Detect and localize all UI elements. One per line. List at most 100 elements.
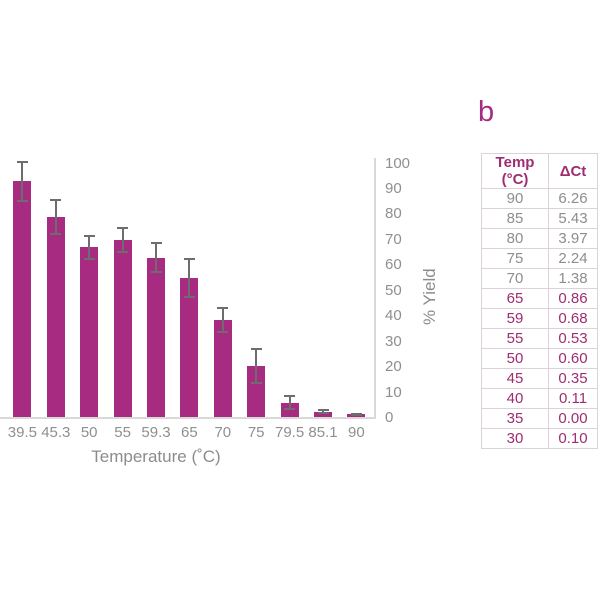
cell-dct: 0.68 — [548, 308, 598, 329]
cell-dct: 1.38 — [548, 268, 598, 289]
error-bar-cap — [50, 199, 62, 202]
error-bar-79.5 — [288, 395, 291, 411]
error-bar-75 — [255, 348, 258, 384]
bar-65 — [180, 278, 199, 418]
x-tick-label-70: 70 — [214, 424, 232, 441]
cell-dct: 0.00 — [548, 408, 598, 429]
cell-temp: 35 — [481, 408, 549, 429]
cell-temp: 30 — [481, 428, 549, 449]
panel-b-label: b — [478, 96, 495, 128]
table-row-70: 70 1.38 — [481, 268, 598, 289]
cell-dct: 2.24 — [548, 248, 598, 269]
y-tick-label-10: 10 — [385, 383, 402, 401]
x-tick-label-50: 50 — [80, 424, 98, 441]
table-row-40: 40 0.11 — [481, 388, 598, 409]
x-tick-label-55: 55 — [114, 424, 131, 441]
x-tick-label-39.5: 39.5 — [7, 424, 37, 441]
error-bar-59.3 — [155, 242, 157, 273]
error-bar-cap — [150, 270, 162, 273]
y-tick-label-100: 100 — [385, 154, 411, 172]
cell-dct: 6.26 — [548, 188, 598, 209]
cell-temp: 55 — [481, 328, 549, 349]
table-row-75: 75 2.24 — [481, 248, 598, 269]
cell-dct: 3.97 — [548, 228, 598, 249]
error-bar-cap — [350, 413, 362, 416]
bar-39.5 — [13, 181, 32, 418]
error-bar-cap — [183, 257, 195, 260]
error-bar-85.1 — [322, 409, 324, 415]
error-bar-cap — [250, 381, 262, 384]
cell-temp: 45 — [481, 368, 549, 389]
cell-dct: 5.43 — [548, 208, 598, 229]
clipped-axis-label: 5 — [0, 424, 4, 441]
dct-table-header: Temp (°C) ΔCt — [481, 153, 598, 189]
table-row-90: 90 6.26 — [481, 188, 598, 209]
error-bar-45.3 — [54, 199, 57, 235]
y-tick-label-30: 30 — [385, 332, 402, 350]
table-row-65: 65 0.86 — [481, 288, 598, 309]
y-tick-label-0: 0 — [385, 409, 394, 426]
error-bar-cap — [317, 409, 329, 412]
error-bar-cap — [284, 408, 296, 411]
y-tick-label-80: 80 — [385, 205, 402, 223]
error-bar-cap — [50, 232, 62, 235]
error-bar-65 — [188, 257, 191, 299]
bar-70 — [213, 320, 232, 418]
error-bar-70 — [221, 307, 224, 333]
error-bar-cap — [317, 412, 329, 415]
error-bar-cap — [16, 160, 28, 163]
error-bar-39.5 — [21, 160, 24, 202]
table-row-59: 59 0.68 — [481, 308, 598, 329]
error-bar-cap — [183, 296, 195, 299]
x-tick-label-65: 65 — [181, 424, 198, 441]
error-bar-cap — [117, 227, 129, 230]
cell-dct: 0.10 — [548, 428, 598, 449]
table-header-dct: ΔCt — [548, 153, 598, 189]
error-bar-cap — [150, 242, 162, 245]
cell-dct: 0.86 — [548, 288, 598, 309]
y-tick-label-70: 70 — [385, 230, 402, 248]
error-bar-cap — [284, 395, 296, 398]
x-tick-label-90: 90 — [348, 424, 365, 441]
cell-temp: 85 — [481, 208, 549, 229]
bar-45.3 — [46, 216, 65, 418]
y-tick-label-20: 20 — [385, 358, 402, 376]
cell-temp: 40 — [481, 388, 549, 409]
error-bar-cap — [350, 412, 362, 415]
cell-dct: 0.11 — [548, 388, 598, 409]
table-row-80: 80 3.97 — [481, 228, 598, 249]
bar-59.3 — [147, 257, 165, 418]
table-row-35: 35 0.00 — [481, 408, 598, 429]
error-bar-50 — [88, 234, 91, 261]
bar-55 — [113, 239, 132, 418]
dct-table: Temp (°C) ΔCt 90 6.26 85 5.43 80 3.97 75 2.24 70… — [481, 153, 598, 449]
error-bar-cap — [217, 330, 229, 333]
cell-temp: 90 — [481, 188, 549, 209]
bar-75 — [247, 365, 266, 418]
y-axis-line — [374, 158, 376, 419]
table-row-30: 30 0.10 — [481, 428, 598, 449]
table-row-85: 85 5.43 — [481, 208, 598, 229]
x-axis-title: Temperature (˚C) — [91, 447, 221, 466]
cell-temp: 65 — [481, 288, 549, 309]
error-bar-cap — [117, 250, 129, 253]
cell-temp: 75 — [481, 248, 549, 269]
x-tick-label-59.3: 59.3 — [141, 424, 171, 441]
cell-temp: 80 — [481, 228, 549, 249]
y-tick-label-50: 50 — [385, 281, 402, 299]
bar-90 — [347, 414, 366, 418]
cell-temp: 59 — [481, 308, 549, 329]
error-bar-cap — [83, 234, 95, 237]
x-tick-label-75: 75 — [247, 424, 265, 441]
table-row-50: 50 0.60 — [481, 348, 598, 369]
y-tick-label-40: 40 — [385, 307, 402, 325]
cell-dct: 0.35 — [548, 368, 598, 389]
x-tick-label-79.5: 79.5 — [274, 424, 305, 441]
bar-85.1 — [314, 411, 332, 418]
error-bar-cap — [83, 258, 95, 261]
y-tick-label-60: 60 — [385, 256, 402, 274]
bar-50 — [80, 247, 99, 418]
error-bar-cap — [217, 307, 229, 310]
table-row-45: 45 0.35 — [481, 368, 598, 389]
